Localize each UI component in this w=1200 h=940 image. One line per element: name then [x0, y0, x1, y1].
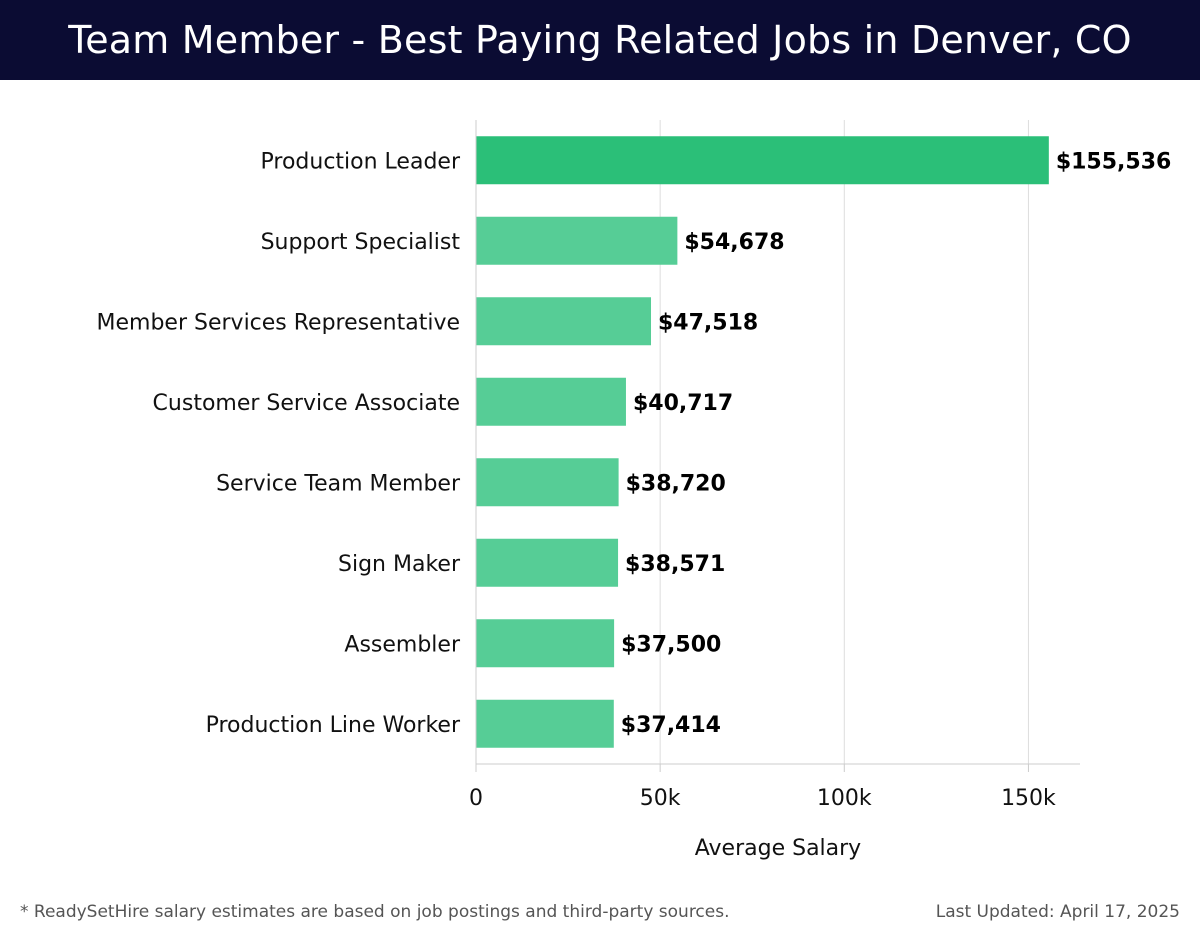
value-label: $37,500 — [621, 632, 721, 657]
footnote: * ReadySetHire salary estimates are base… — [20, 902, 730, 922]
category-label: Production Line Worker — [206, 713, 461, 738]
x-tick-label: 100k — [817, 786, 872, 811]
value-label: $47,518 — [658, 310, 758, 335]
bar — [476, 538, 619, 587]
value-label: $38,720 — [626, 471, 726, 496]
x-tick-label: 150k — [1001, 786, 1056, 811]
category-label: Production Leader — [261, 149, 461, 174]
chart-title: Team Member - Best Paying Related Jobs i… — [68, 18, 1132, 62]
category-label: Member Services Representative — [97, 310, 460, 335]
bar — [476, 377, 626, 426]
bar — [476, 297, 652, 346]
bar — [476, 619, 615, 668]
grid-layer — [475, 120, 1029, 764]
value-label: $54,678 — [684, 230, 784, 255]
x-tick-label: 50k — [640, 786, 681, 811]
value-label: $38,571 — [625, 552, 725, 577]
bar — [476, 216, 678, 265]
last-updated: Last Updated: April 17, 2025 — [935, 902, 1180, 922]
category-label: Customer Service Associate — [153, 391, 460, 416]
category-label: Support Specialist — [261, 230, 461, 255]
value-label: $37,414 — [621, 713, 721, 738]
category-label: Assembler — [344, 632, 461, 657]
title-bar: Team Member - Best Paying Related Jobs i… — [0, 0, 1200, 80]
x-axis-title: Average Salary — [695, 836, 861, 861]
salary-bar-chart: Production Leader $155,536 Support Special… — [97, 120, 1172, 861]
category-label: Sign Maker — [338, 552, 461, 577]
category-label: Service Team Member — [216, 471, 461, 496]
value-label: $40,717 — [633, 391, 733, 416]
bar — [476, 699, 614, 748]
value-label: $155,536 — [1056, 149, 1172, 174]
axis-layer: 0 50k 100k 150k Average Salary — [469, 120, 1080, 861]
bar — [476, 136, 1049, 185]
label-layer: Production Leader $155,536 Support Special… — [97, 149, 1172, 738]
x-tick-label: 0 — [469, 786, 483, 811]
bar-layer — [476, 136, 1049, 748]
bar — [476, 458, 619, 507]
